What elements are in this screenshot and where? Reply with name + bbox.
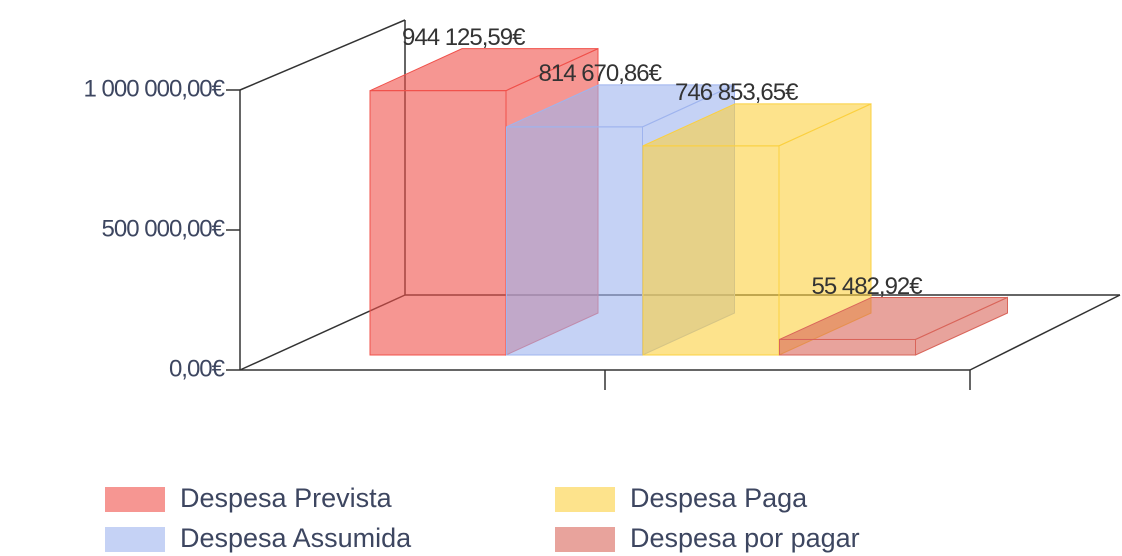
legend-label: Despesa Assumida xyxy=(180,523,412,553)
legend-label: Despesa Paga xyxy=(630,483,808,513)
value-label: 814 670,86€ xyxy=(539,60,663,87)
bar xyxy=(506,126,643,356)
legend-swatch xyxy=(555,487,615,512)
value-label: 746 853,65€ xyxy=(675,79,799,106)
legend-label: Despesa por pagar xyxy=(630,523,860,553)
value-label: 944 125,59€ xyxy=(402,24,526,51)
y-tick-label: 1 000 000,00€ xyxy=(84,75,226,102)
y-tick-label: 500 000,00€ xyxy=(102,215,226,242)
legend-swatch xyxy=(105,527,165,552)
bar xyxy=(369,90,507,356)
legend-swatch xyxy=(555,527,615,552)
legend-label: Despesa Prevista xyxy=(180,483,393,513)
bar xyxy=(642,145,780,356)
bar xyxy=(779,338,916,356)
value-label: 55 482,92€ xyxy=(812,273,924,300)
legend-swatch xyxy=(105,487,165,512)
y-tick-label: 0,00€ xyxy=(169,355,226,382)
